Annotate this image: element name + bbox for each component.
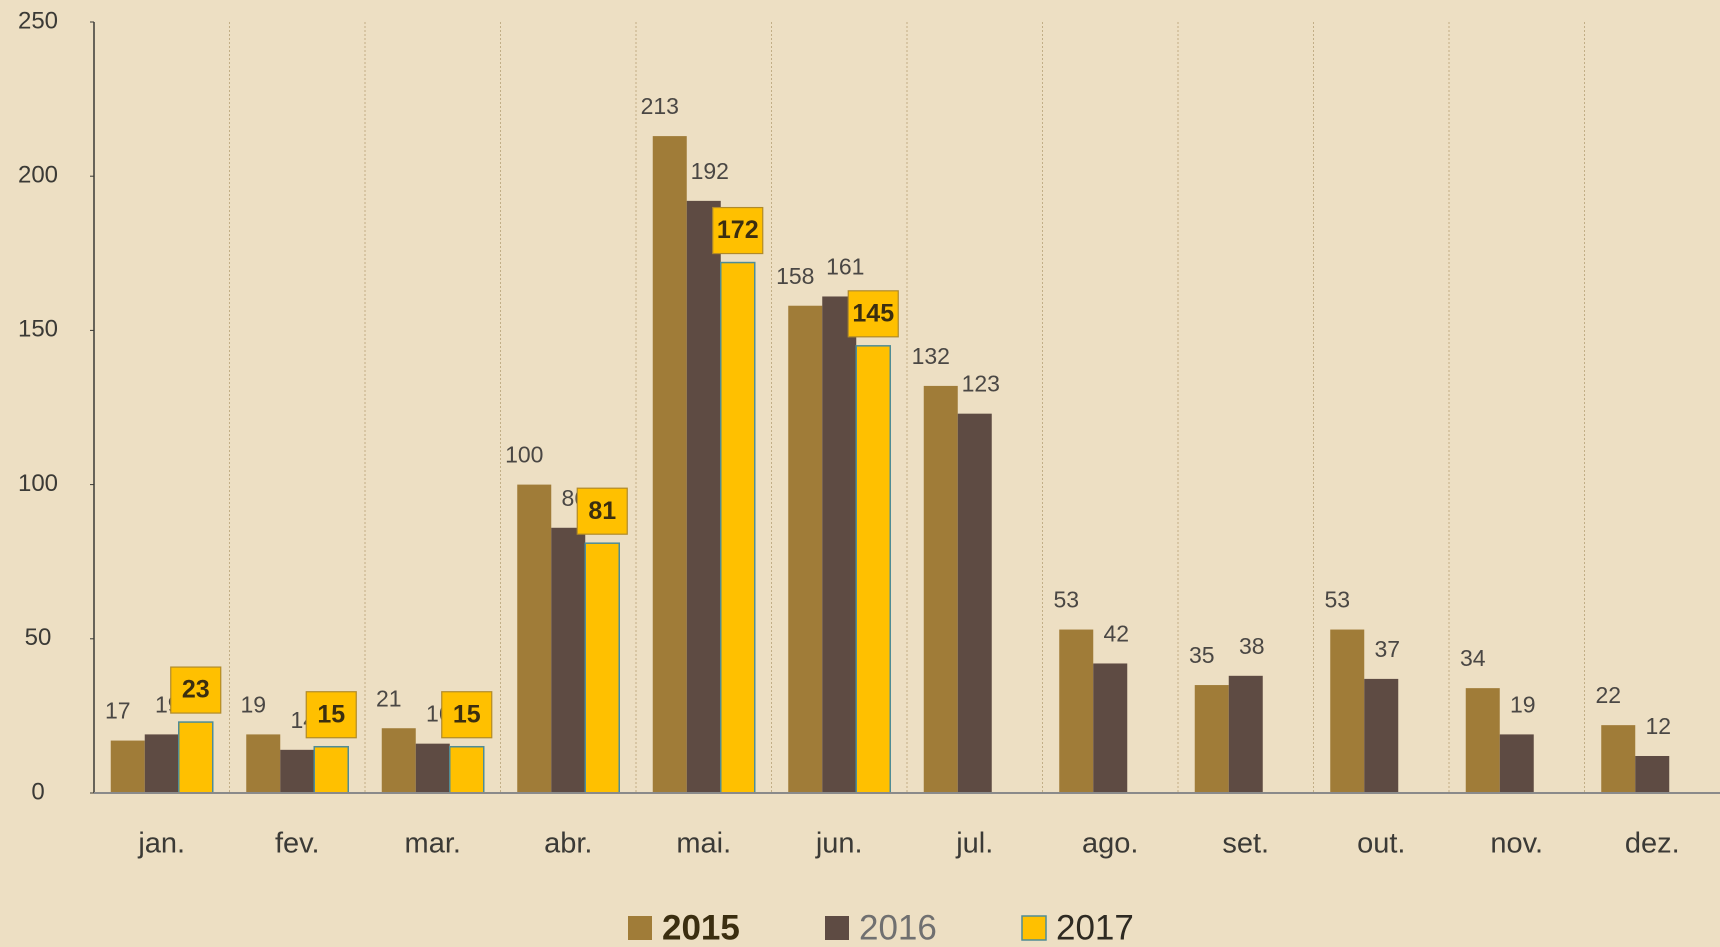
value-label: 123	[962, 371, 1000, 397]
x-tick-label: mar.	[405, 828, 461, 860]
label-box	[305, 691, 357, 739]
bar	[822, 296, 857, 793]
bar	[449, 745, 485, 794]
bar	[1635, 755, 1670, 793]
bar	[1364, 678, 1399, 793]
bar	[110, 740, 145, 793]
value-label: 213	[641, 93, 679, 119]
bar	[1194, 685, 1229, 793]
value-label: 145	[852, 299, 894, 327]
value-label: 53	[1324, 587, 1350, 613]
y-tick-label: 150	[18, 316, 58, 343]
bar	[313, 745, 349, 794]
bar	[178, 721, 214, 794]
value-label: 100	[505, 442, 543, 468]
value-label: 15	[453, 700, 481, 728]
y-tick-label: 250	[18, 7, 58, 34]
value-label: 35	[1189, 642, 1215, 668]
value-label: 37	[1374, 636, 1400, 662]
bar	[923, 385, 958, 793]
x-tick-label: fev.	[275, 828, 320, 860]
x-tick-label: jul.	[955, 828, 993, 860]
legend-label: 2016	[859, 908, 937, 947]
bar	[280, 749, 315, 793]
x-tick-label: set.	[1222, 828, 1269, 860]
legend-swatch	[628, 916, 652, 940]
y-tick-label: 50	[25, 624, 52, 651]
label-box	[170, 666, 222, 714]
x-tick-label: out.	[1357, 828, 1405, 860]
bar	[788, 305, 823, 793]
bar	[686, 200, 721, 793]
bar	[584, 542, 620, 794]
value-label: 172	[717, 216, 759, 244]
bar	[720, 261, 756, 794]
bar	[246, 734, 281, 793]
value-label: 19	[240, 691, 266, 717]
x-tick-label: nov.	[1490, 828, 1543, 860]
legend-swatch	[1021, 915, 1047, 941]
bar	[1499, 734, 1534, 793]
legend-label: 2015	[662, 908, 740, 947]
value-label: 158	[776, 263, 814, 289]
y-tick-label: 100	[18, 470, 58, 497]
value-label: 132	[912, 343, 950, 369]
bar	[1330, 629, 1365, 793]
bar	[551, 527, 586, 793]
value-label: 19	[1510, 691, 1536, 717]
value-label: 161	[826, 254, 864, 280]
legend-swatch	[825, 916, 849, 940]
value-label: 53	[1053, 587, 1079, 613]
value-label: 38	[1239, 633, 1265, 659]
bar	[415, 743, 450, 793]
y-tick-label: 0	[31, 778, 44, 805]
bar	[855, 345, 891, 794]
value-label: 42	[1103, 621, 1129, 647]
x-tick-label: mai.	[676, 828, 731, 860]
value-label: 81	[588, 497, 616, 525]
value-label: 17	[105, 698, 131, 724]
bar	[957, 413, 992, 793]
x-tick-label: ago.	[1082, 828, 1138, 860]
bar	[652, 136, 687, 793]
value-label: 23	[182, 676, 210, 704]
x-tick-label: jan.	[137, 828, 185, 860]
bar	[1059, 629, 1094, 793]
label-box	[847, 290, 899, 338]
x-tick-label: jun.	[815, 828, 863, 860]
bar	[517, 484, 552, 793]
label-box	[441, 691, 493, 739]
label-box	[576, 487, 628, 535]
bar	[144, 734, 179, 793]
label-box	[712, 206, 764, 255]
bar	[381, 728, 416, 793]
bar	[1465, 688, 1500, 793]
bar	[1228, 675, 1263, 793]
x-tick-label: dez.	[1625, 828, 1680, 860]
y-tick-label: 200	[18, 162, 58, 189]
bar	[1601, 725, 1636, 793]
bar	[1093, 663, 1128, 793]
value-label: 22	[1595, 682, 1621, 708]
value-label: 192	[691, 158, 729, 184]
value-label: 34	[1460, 645, 1486, 671]
x-tick-label: abr.	[544, 828, 592, 860]
legend-label: 2017	[1056, 908, 1134, 947]
value-label: 21	[376, 685, 402, 711]
value-label: 12	[1645, 713, 1671, 739]
value-label: 15	[317, 700, 345, 728]
